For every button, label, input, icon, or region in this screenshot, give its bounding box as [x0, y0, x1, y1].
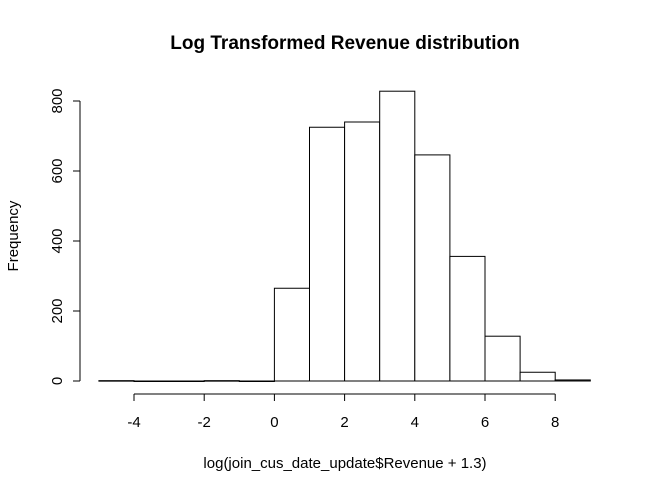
x-tick-label-5: 6	[481, 414, 489, 431]
histogram-bar-7	[344, 121, 381, 382]
histogram-bar-9	[414, 154, 451, 382]
histogram-bar-8	[379, 90, 416, 382]
histogram-bar-12	[519, 371, 556, 382]
histogram-bar-10	[449, 255, 486, 382]
histogram-bar-5	[273, 287, 310, 382]
x-axis-label: log(join_cus_date_update$Revenue + 1.3)	[203, 455, 486, 472]
y-tick-label-0: 0	[49, 377, 66, 385]
histogram-bar-3	[203, 380, 240, 382]
histogram-bar-4	[238, 380, 275, 382]
x-axis: -4 -2 0 2 4 6 8	[127, 393, 559, 431]
y-axis-label: Frequency	[5, 200, 22, 271]
y-tick-label-1: 200	[49, 298, 66, 323]
histogram-bar-0	[98, 380, 135, 382]
histogram-bar-1	[133, 380, 170, 382]
histogram-bar-6	[309, 126, 346, 382]
x-tick-label-6: 8	[551, 414, 559, 431]
x-tick-label-1: -2	[198, 414, 211, 431]
y-axis: 0 200 400 600 800	[49, 88, 81, 385]
x-tick-label-0: -4	[127, 414, 140, 431]
chart-title: Log Transformed Revenue distribution	[170, 33, 519, 54]
x-tick-label-3: 2	[340, 414, 348, 431]
histogram-bar-2	[168, 380, 205, 382]
histogram-bar-11	[484, 335, 521, 382]
y-tick-label-3: 600	[49, 158, 66, 183]
histogram-bar-13	[554, 379, 591, 382]
x-tick-label-2: 0	[270, 414, 278, 431]
y-tick-label-2: 400	[49, 228, 66, 253]
y-tick-label-4: 800	[49, 88, 66, 113]
bars-group	[98, 90, 591, 382]
x-tick-label-4: 4	[411, 414, 419, 431]
